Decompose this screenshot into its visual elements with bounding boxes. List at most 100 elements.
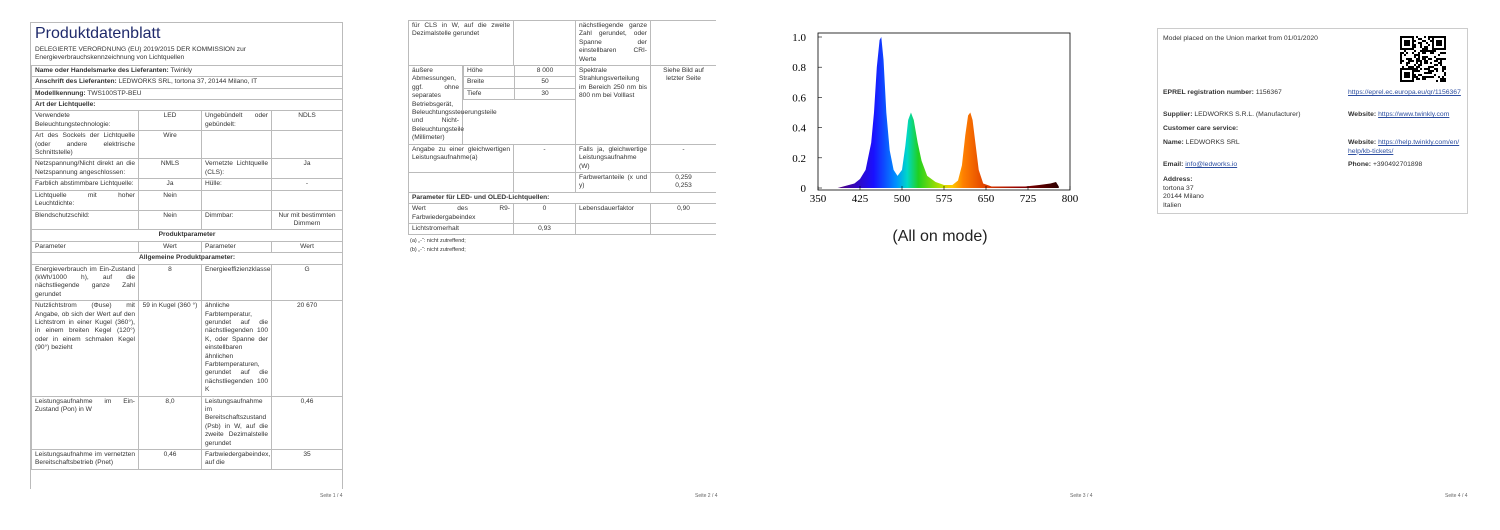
qr-module	[1408, 42, 1410, 44]
qr-module	[1444, 72, 1446, 74]
qr-module	[1432, 46, 1434, 48]
qr-module	[1428, 58, 1430, 60]
qr-module	[1442, 80, 1444, 82]
qr-module	[1428, 66, 1430, 68]
table-cell: Spektrale Strahlungsverteilung im Bereic…	[575, 65, 651, 145]
data-table: Name oder Handelsmarke des Lieferanten: …	[31, 64, 342, 470]
qr-module	[1440, 64, 1442, 66]
entry-link[interactable]: https://eprel.ec.europa.eu/qr/1156367	[1348, 89, 1461, 96]
entry-link[interactable]: https://help.twinkly.com/en/help/kb-tick…	[1348, 139, 1460, 155]
qr-module	[1442, 66, 1444, 68]
table-cell: Vernetzte Lichtquelle (CLS):	[201, 158, 272, 180]
table-cell: 0,93	[513, 222, 576, 236]
qr-module	[1440, 44, 1442, 46]
qr-module	[1400, 38, 1402, 40]
qr-module	[1412, 44, 1414, 46]
table-cell: Wire	[138, 130, 202, 160]
qr-module	[1422, 50, 1424, 52]
qr-module	[1444, 66, 1446, 68]
empty-cell	[270, 189, 342, 211]
qr-module	[1410, 80, 1412, 82]
qr-module	[1404, 42, 1406, 44]
qr-module	[1414, 46, 1416, 48]
qr-module	[1420, 68, 1422, 70]
qr-module	[1424, 40, 1426, 42]
qr-module	[1414, 70, 1416, 72]
qr-module	[1402, 68, 1404, 70]
qr-module	[1416, 54, 1418, 56]
qr-module	[1440, 52, 1442, 54]
table-row: Wert des R9-Farbwiedergabeindex 0 Lebensda…	[408, 203, 716, 224]
datasheet: Produktdatenblatt DELEGIERTE VERORDNUNG …	[30, 22, 343, 489]
qr-module	[1404, 44, 1406, 46]
qr-module	[1418, 70, 1420, 72]
qr-module	[1416, 60, 1418, 62]
qr-module	[1438, 40, 1440, 42]
table-row: für CLS in W, auf die zweite Dezimalstel…	[408, 20, 716, 67]
table-row: Farbwertanteile (x und y) 0,259 0,253	[408, 171, 716, 193]
table-row: Allgemeine Produktparameter:	[31, 252, 342, 265]
qr-module	[1444, 78, 1446, 80]
x-tick-label: 575	[936, 193, 953, 205]
qr-module	[1402, 52, 1404, 54]
page-footer: Seite 1 / 4	[320, 493, 343, 499]
qr-module	[1412, 74, 1414, 76]
empty-cell	[650, 222, 716, 236]
qr-module	[1436, 68, 1438, 70]
card-entry: Website: https://help.twinkly.com/en/hel…	[1348, 139, 1462, 156]
qr-module	[1408, 48, 1410, 50]
qr-module	[1422, 76, 1424, 78]
qr-module	[1400, 78, 1402, 80]
qr-module	[1406, 36, 1408, 38]
page-3: (All on mode) 350 425 500 575 650 725 800 0 0.2 0…	[750, 0, 1125, 530]
qr-module	[1424, 76, 1426, 78]
table-cell: 35	[270, 449, 342, 470]
qr-module	[1418, 58, 1420, 60]
table-cell: ähnliche Farbtemperatur, gerundet auf di…	[201, 300, 272, 397]
qr-module	[1434, 68, 1436, 70]
qr-module	[1426, 56, 1428, 58]
table-row: Produktparameter	[31, 229, 342, 242]
qr-module	[1406, 58, 1408, 60]
qr-module	[1406, 40, 1408, 42]
page-1: Produktdatenblatt DELEGIERTE VERORDNUNG …	[0, 0, 375, 530]
qr-module	[1402, 36, 1404, 38]
table-cell: Dimmbar:	[201, 209, 272, 231]
qr-module	[1442, 58, 1444, 60]
dimension-value: 30	[514, 88, 575, 101]
qr-module	[1438, 62, 1440, 64]
qr-module	[1444, 44, 1446, 46]
qr-module	[1424, 58, 1426, 60]
table-row: Art des Sockels der Lichtquelle (oder an…	[31, 130, 342, 160]
qr-module	[1432, 44, 1434, 46]
table-cell: 59 in Kugel (360 °)	[138, 300, 202, 397]
info-cell: Name oder Handelsmarke des Lieferanten: …	[31, 64, 342, 78]
qr-module	[1422, 40, 1424, 42]
qr-module	[1444, 48, 1446, 50]
qr-module	[1400, 36, 1402, 38]
qr-module	[1420, 38, 1422, 40]
x-tick-label: 650	[978, 193, 995, 205]
qr-module	[1400, 68, 1402, 70]
empty-cell	[650, 20, 716, 67]
entry-link[interactable]: https://www.twinkly.com	[1378, 111, 1450, 118]
qr-module	[1406, 48, 1408, 50]
qr-module	[1406, 68, 1408, 70]
nested-cell: Höhe 8 000 Breite 50 Tiefe 30	[462, 65, 576, 145]
qr-module	[1404, 74, 1406, 76]
address-line: tortona 37	[1163, 184, 1194, 192]
qr-module	[1416, 68, 1418, 70]
table-cell: Nutzlichtstrom (Φuse) mit Angabe, ob sic…	[31, 300, 139, 397]
card-entry: EPREL registration number: 1156367	[1163, 89, 1343, 98]
table-row: Angabe zu einer gleichwertigen Leistungs…	[408, 143, 716, 173]
qr-module	[1434, 48, 1436, 50]
qr-module	[1430, 36, 1432, 38]
entry-link[interactable]: info@ledworks.io	[1185, 161, 1238, 168]
qr-module	[1420, 74, 1422, 76]
qr-module	[1418, 38, 1420, 40]
qr-module	[1420, 62, 1422, 64]
spectrum-chart: (All on mode) 350 425 500 575 650 725 800 0 0.2 0…	[792, 32, 1079, 245]
entry-label: Name:	[1163, 139, 1184, 146]
qr-module	[1406, 74, 1408, 76]
qr-module	[1426, 62, 1428, 64]
